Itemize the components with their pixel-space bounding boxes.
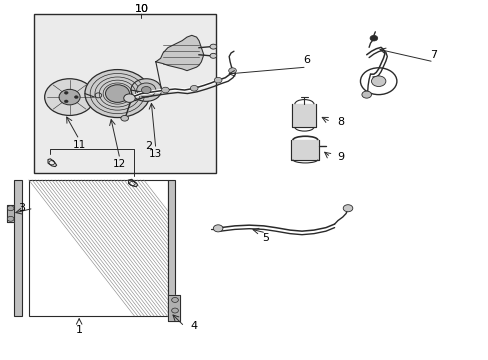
Text: 6: 6 xyxy=(303,55,310,65)
Circle shape xyxy=(361,91,371,98)
Bar xyxy=(15,180,21,316)
Circle shape xyxy=(131,79,161,101)
Text: 13: 13 xyxy=(149,149,162,158)
Circle shape xyxy=(190,85,198,91)
Circle shape xyxy=(64,100,68,103)
Bar xyxy=(34,14,215,173)
Circle shape xyxy=(141,86,151,94)
Circle shape xyxy=(7,206,14,211)
Text: 9: 9 xyxy=(336,152,343,162)
Text: 1: 1 xyxy=(76,325,82,335)
Polygon shape xyxy=(7,205,15,222)
Circle shape xyxy=(59,89,80,105)
Text: 5: 5 xyxy=(262,233,269,243)
Circle shape xyxy=(171,297,178,302)
Circle shape xyxy=(123,94,135,102)
Bar xyxy=(29,180,167,316)
Circle shape xyxy=(214,77,222,83)
Text: 3: 3 xyxy=(18,203,25,213)
Circle shape xyxy=(371,76,385,86)
Polygon shape xyxy=(167,294,180,321)
Circle shape xyxy=(228,68,236,73)
Circle shape xyxy=(121,116,128,121)
Text: 8: 8 xyxy=(336,117,343,127)
Circle shape xyxy=(44,79,94,116)
Text: 2: 2 xyxy=(145,141,152,152)
Text: 12: 12 xyxy=(113,159,126,169)
Bar xyxy=(167,180,175,316)
Circle shape xyxy=(136,83,156,97)
Circle shape xyxy=(213,225,223,232)
Polygon shape xyxy=(156,35,203,71)
Circle shape xyxy=(171,308,178,313)
Circle shape xyxy=(209,53,216,58)
Circle shape xyxy=(343,205,352,212)
Text: 10: 10 xyxy=(134,4,148,14)
Circle shape xyxy=(64,91,68,94)
Circle shape xyxy=(105,85,129,102)
Polygon shape xyxy=(291,140,319,159)
Polygon shape xyxy=(292,104,316,127)
Circle shape xyxy=(74,96,78,99)
Text: 11: 11 xyxy=(72,140,85,150)
Text: 10: 10 xyxy=(134,4,148,14)
Circle shape xyxy=(7,216,14,221)
Circle shape xyxy=(85,69,150,118)
Circle shape xyxy=(209,44,216,49)
Circle shape xyxy=(161,87,169,93)
Text: 4: 4 xyxy=(190,321,197,332)
Text: 7: 7 xyxy=(429,50,436,60)
Circle shape xyxy=(369,35,377,41)
